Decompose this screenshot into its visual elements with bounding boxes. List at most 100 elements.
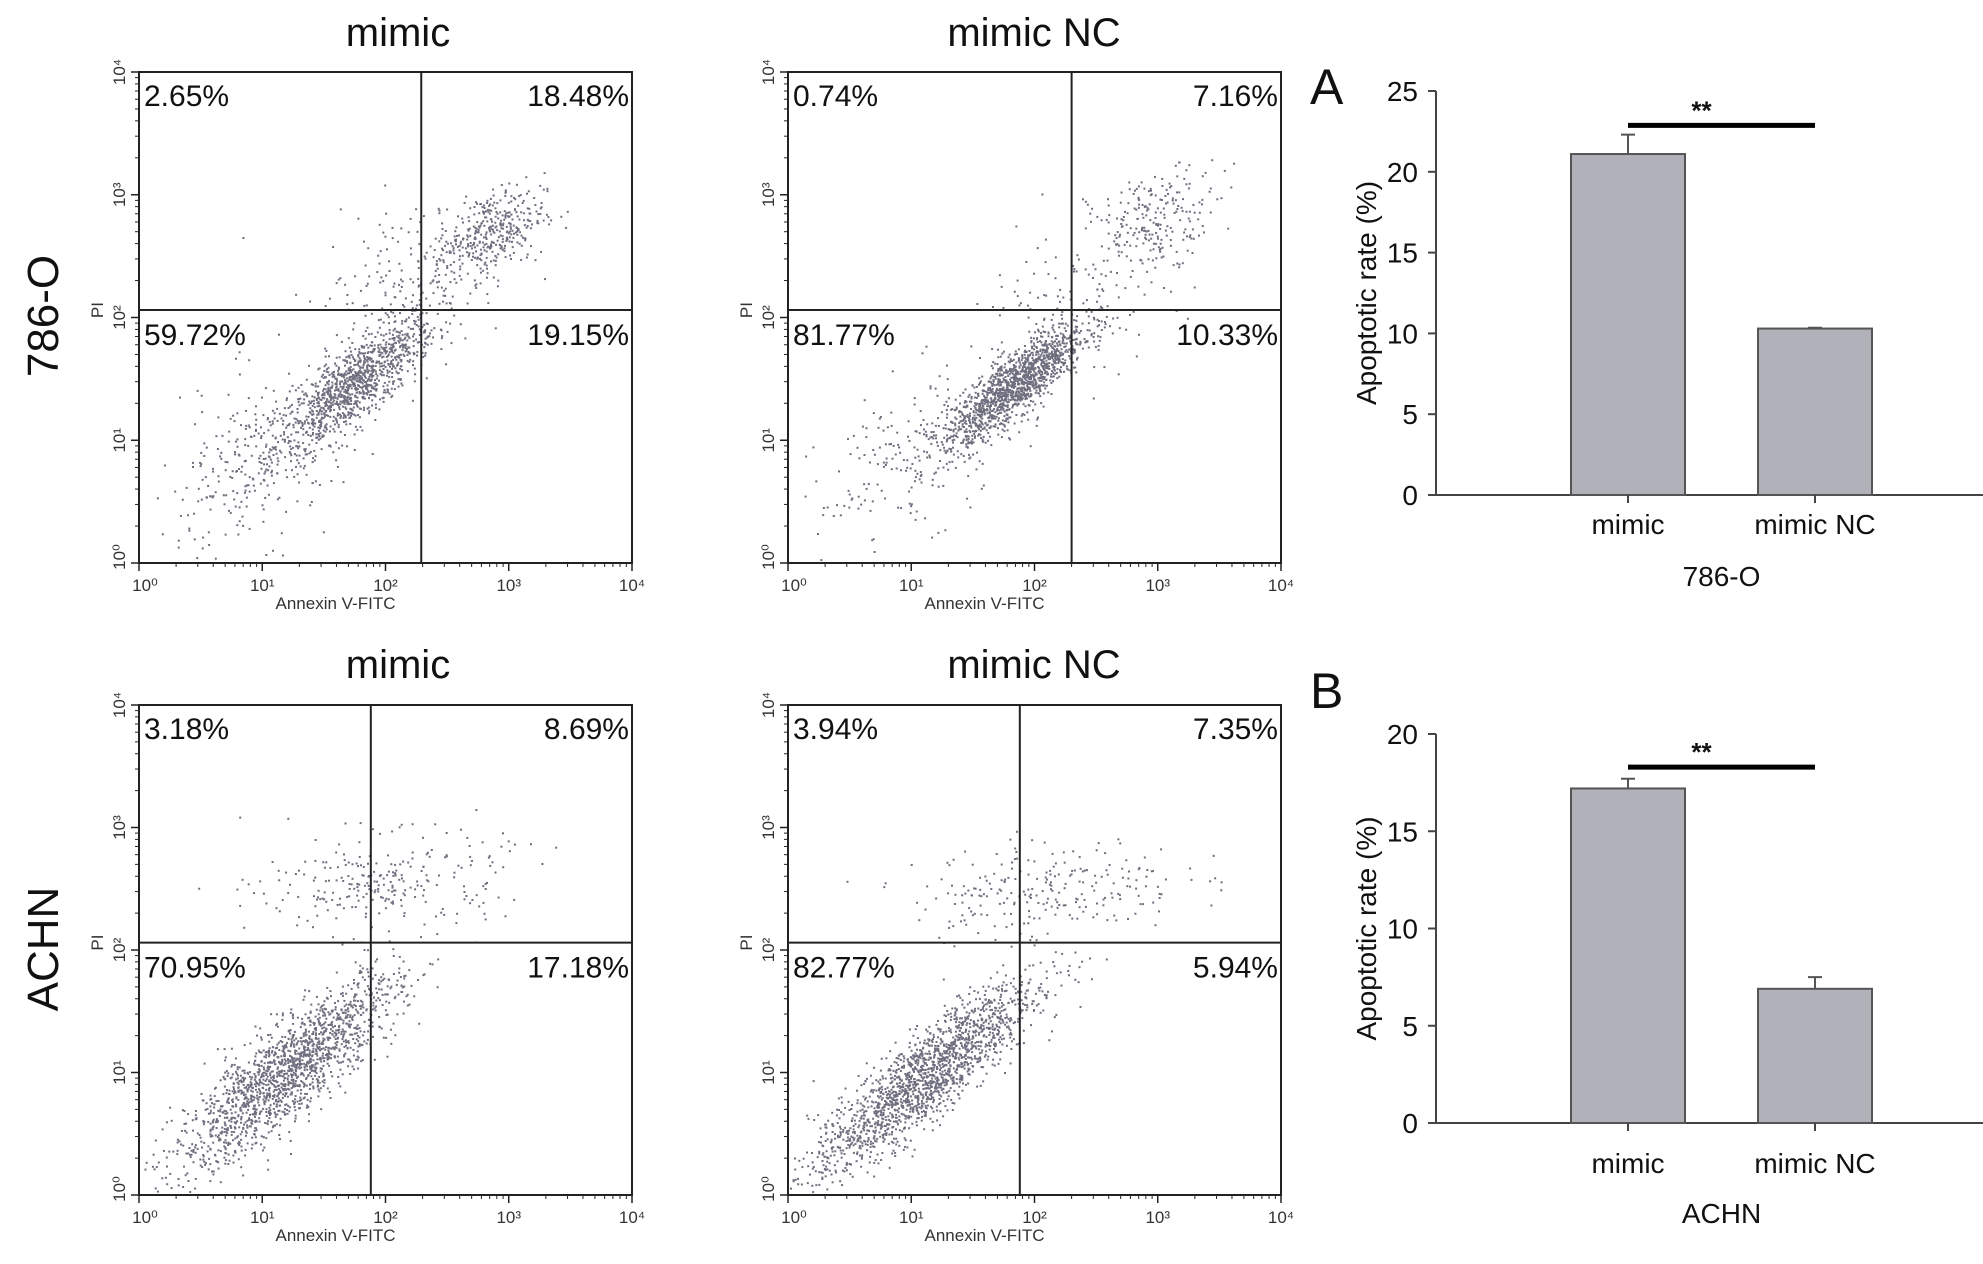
event-dot — [226, 1089, 228, 1092]
event-dot — [400, 359, 403, 362]
event-dot — [438, 274, 441, 276]
event-dot — [336, 412, 339, 415]
event-dot — [267, 1051, 270, 1054]
event-dot — [441, 335, 444, 338]
event-dot — [329, 990, 332, 992]
event-dot — [384, 366, 387, 369]
event-dot — [349, 366, 352, 368]
event-dot — [361, 389, 364, 392]
event-dot — [966, 413, 969, 416]
event-dot — [341, 388, 344, 391]
event-dot — [1069, 340, 1072, 343]
event-dot — [1052, 358, 1055, 361]
event-dot — [362, 379, 364, 382]
event-dot — [375, 388, 378, 391]
event-dot — [998, 384, 1001, 387]
event-dot — [322, 393, 325, 396]
event-dot — [380, 333, 383, 336]
event-dot — [401, 280, 404, 283]
event-dot — [952, 453, 955, 456]
event-dot — [396, 363, 399, 366]
event-dot — [984, 401, 987, 404]
event-dot — [289, 412, 292, 415]
event-dot — [1007, 400, 1010, 403]
event-dot — [357, 217, 360, 220]
event-dot — [1166, 225, 1169, 228]
event-dot — [388, 338, 391, 341]
event-dot — [294, 1080, 297, 1083]
event-dot — [1047, 391, 1050, 394]
event-dot — [396, 1013, 399, 1016]
event-dot — [1039, 377, 1042, 380]
event-dot — [1137, 206, 1140, 209]
event-dot — [513, 232, 515, 235]
event-dot — [1058, 357, 1061, 360]
event-dot — [1005, 399, 1007, 402]
event-dot — [224, 1146, 227, 1149]
event-dot — [1211, 159, 1214, 162]
event-dot — [482, 269, 485, 272]
event-dot — [371, 1025, 374, 1028]
event-dot — [1193, 286, 1196, 289]
event-dot — [1042, 360, 1045, 363]
event-dot — [1020, 386, 1023, 389]
event-dot — [1051, 343, 1054, 346]
event-dot — [978, 433, 980, 436]
event-dot — [440, 337, 443, 340]
event-dot — [474, 237, 477, 240]
event-dot — [338, 373, 341, 376]
event-dot — [331, 1010, 334, 1013]
event-dot — [400, 353, 402, 356]
event-dot — [545, 213, 548, 216]
event-dot — [295, 1058, 298, 1061]
event-dot — [1176, 208, 1179, 210]
event-dot — [192, 1150, 195, 1153]
event-dot — [963, 460, 966, 463]
event-dot — [980, 436, 983, 439]
event-dot — [262, 1107, 265, 1110]
event-dot — [967, 435, 970, 438]
event-dot — [1035, 385, 1038, 388]
event-dot — [1073, 351, 1076, 354]
event-dot — [298, 1103, 301, 1105]
event-dot — [957, 456, 960, 459]
event-dot — [275, 1013, 278, 1016]
event-dot — [527, 190, 530, 193]
event-dot — [817, 533, 819, 535]
event-dot — [1046, 345, 1048, 348]
event-dot — [1063, 370, 1065, 373]
event-dot — [969, 441, 972, 444]
event-dot — [296, 411, 299, 414]
event-dot — [368, 275, 371, 278]
event-dot — [380, 980, 383, 983]
event-dot — [1074, 366, 1077, 369]
event-dot — [488, 209, 491, 212]
event-dot — [1059, 368, 1062, 371]
event-dot — [1128, 181, 1131, 184]
event-dot — [347, 387, 350, 390]
event-dot — [505, 240, 508, 242]
event-dot — [1004, 392, 1007, 395]
event-dot — [287, 1084, 290, 1087]
event-dot — [301, 1021, 304, 1024]
event-dot — [1010, 396, 1013, 399]
event-dot — [369, 358, 372, 361]
event-dot — [485, 276, 488, 279]
event-dot — [403, 338, 406, 341]
event-dot — [340, 340, 343, 343]
event-dot — [223, 1048, 226, 1051]
event-dot — [241, 1130, 243, 1133]
event-dot — [947, 405, 949, 408]
event-dot — [256, 1071, 259, 1074]
event-dot — [955, 406, 958, 409]
event-dot — [1025, 379, 1028, 382]
event-dot — [313, 459, 316, 462]
event-dot — [484, 233, 487, 236]
event-dot — [524, 237, 527, 240]
event-dot — [1064, 362, 1066, 364]
event-dot — [358, 416, 361, 419]
event-dot — [228, 509, 230, 512]
event-dot — [1038, 379, 1041, 382]
event-dot — [382, 231, 385, 234]
event-dot — [965, 436, 968, 439]
